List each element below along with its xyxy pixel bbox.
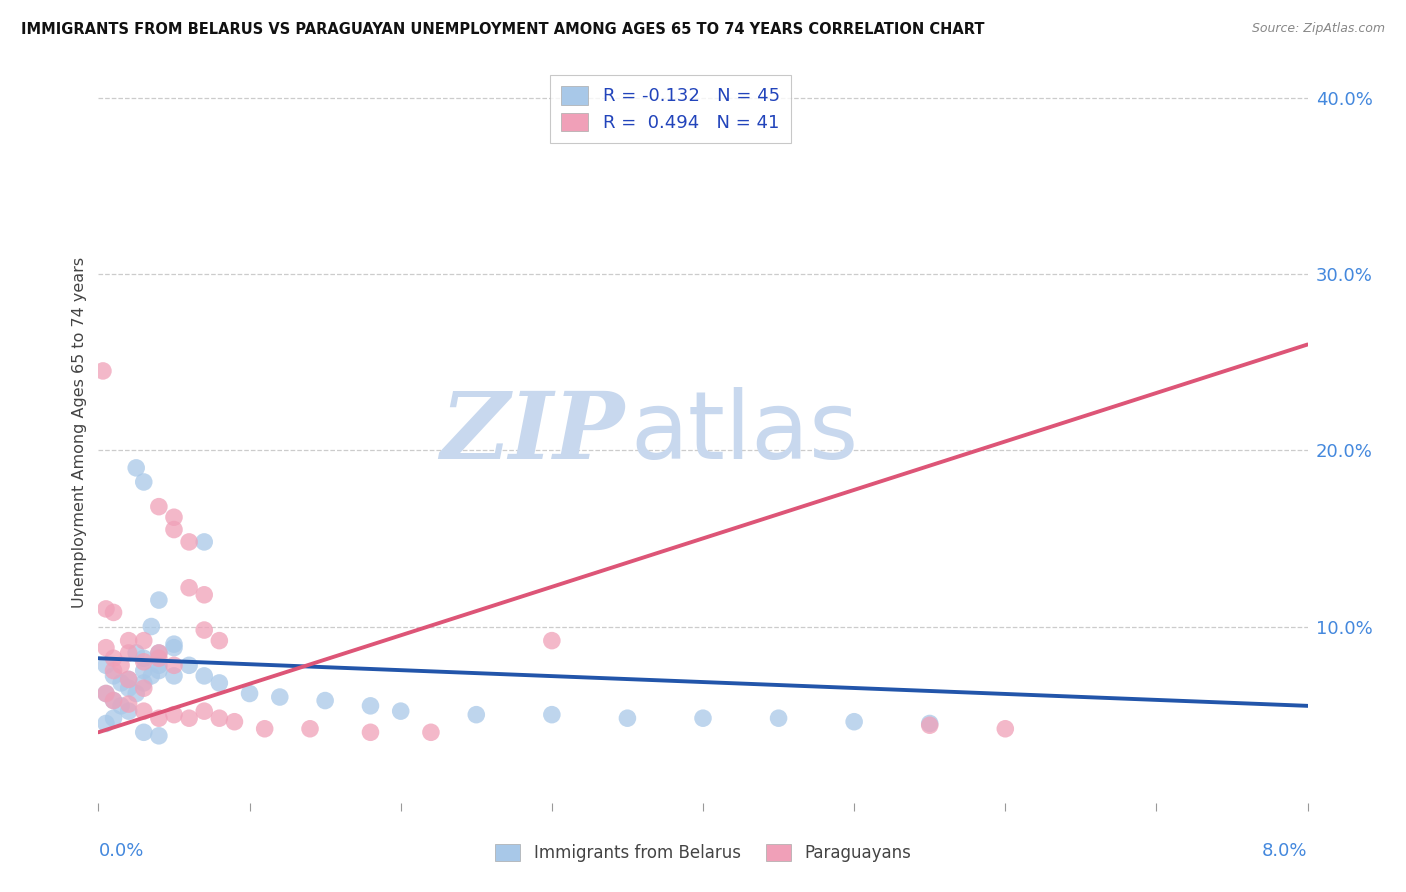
Point <box>118 673 141 687</box>
Point <box>193 588 215 602</box>
Point <box>193 704 215 718</box>
Point <box>163 707 186 722</box>
Point <box>132 681 155 696</box>
Point <box>253 722 276 736</box>
Point <box>148 593 170 607</box>
Point <box>208 676 231 690</box>
Point <box>420 725 443 739</box>
Point <box>94 658 117 673</box>
Point <box>208 711 231 725</box>
Point <box>103 651 125 665</box>
Text: ZIP: ZIP <box>440 388 624 477</box>
Point <box>239 686 262 700</box>
Point <box>193 623 215 637</box>
Point <box>125 461 148 475</box>
Point <box>103 669 125 683</box>
Text: Source: ZipAtlas.com: Source: ZipAtlas.com <box>1251 22 1385 36</box>
Point <box>118 646 141 660</box>
Point <box>768 711 790 725</box>
Point <box>314 693 336 707</box>
Point <box>110 658 132 673</box>
Point <box>360 698 382 713</box>
Point <box>148 664 170 678</box>
Point <box>118 704 141 718</box>
Point <box>141 669 163 683</box>
Point <box>148 729 170 743</box>
Point <box>94 686 117 700</box>
Point <box>132 725 155 739</box>
Point <box>179 535 201 549</box>
Point <box>132 633 155 648</box>
Point <box>132 676 155 690</box>
Point <box>692 711 714 725</box>
Point <box>103 693 125 707</box>
Point <box>179 581 201 595</box>
Point <box>389 704 412 718</box>
Point <box>132 664 155 678</box>
Y-axis label: Unemployment Among Ages 65 to 74 years: Unemployment Among Ages 65 to 74 years <box>72 257 87 608</box>
Point <box>465 707 488 722</box>
Point <box>179 711 201 725</box>
Legend: Immigrants from Belarus, Paraguayans: Immigrants from Belarus, Paraguayans <box>488 837 918 869</box>
Point <box>94 640 117 655</box>
Point <box>163 669 186 683</box>
Point <box>193 669 215 683</box>
Point <box>163 637 186 651</box>
Point <box>163 640 186 655</box>
Point <box>103 664 125 678</box>
Point <box>844 714 866 729</box>
Text: IMMIGRANTS FROM BELARUS VS PARAGUAYAN UNEMPLOYMENT AMONG AGES 65 TO 74 YEARS COR: IMMIGRANTS FROM BELARUS VS PARAGUAYAN UN… <box>21 22 984 37</box>
Point <box>148 646 170 660</box>
Point <box>360 725 382 739</box>
Text: atlas: atlas <box>630 386 859 479</box>
Point <box>179 658 201 673</box>
Point <box>132 704 155 718</box>
Text: 0.0%: 0.0% <box>98 841 143 860</box>
Point <box>91 364 114 378</box>
Point <box>193 535 215 549</box>
Point <box>540 633 562 648</box>
Point <box>148 500 170 514</box>
Point <box>163 658 186 673</box>
Point <box>118 681 141 696</box>
Point <box>141 619 163 633</box>
Point <box>110 676 132 690</box>
Point <box>103 606 125 620</box>
Point <box>918 716 941 731</box>
Point <box>118 633 141 648</box>
Point <box>616 711 638 725</box>
Point <box>118 697 141 711</box>
Point <box>132 651 155 665</box>
Point <box>163 510 186 524</box>
Point <box>103 693 125 707</box>
Point <box>132 475 155 489</box>
Point <box>110 698 132 713</box>
Point <box>125 646 148 660</box>
Point <box>299 722 322 736</box>
Point <box>118 673 141 687</box>
Point <box>94 686 117 700</box>
Point <box>269 690 291 704</box>
Point <box>132 655 155 669</box>
Point <box>540 707 562 722</box>
Point <box>148 646 170 660</box>
Point <box>994 722 1017 736</box>
Point <box>94 716 117 731</box>
Point <box>94 602 117 616</box>
Point <box>125 686 148 700</box>
Point <box>148 711 170 725</box>
Point <box>208 633 231 648</box>
Text: 8.0%: 8.0% <box>1263 841 1308 860</box>
Point <box>103 711 125 725</box>
Point <box>148 658 170 673</box>
Point <box>148 651 170 665</box>
Point <box>224 714 246 729</box>
Point <box>163 523 186 537</box>
Point <box>918 718 941 732</box>
